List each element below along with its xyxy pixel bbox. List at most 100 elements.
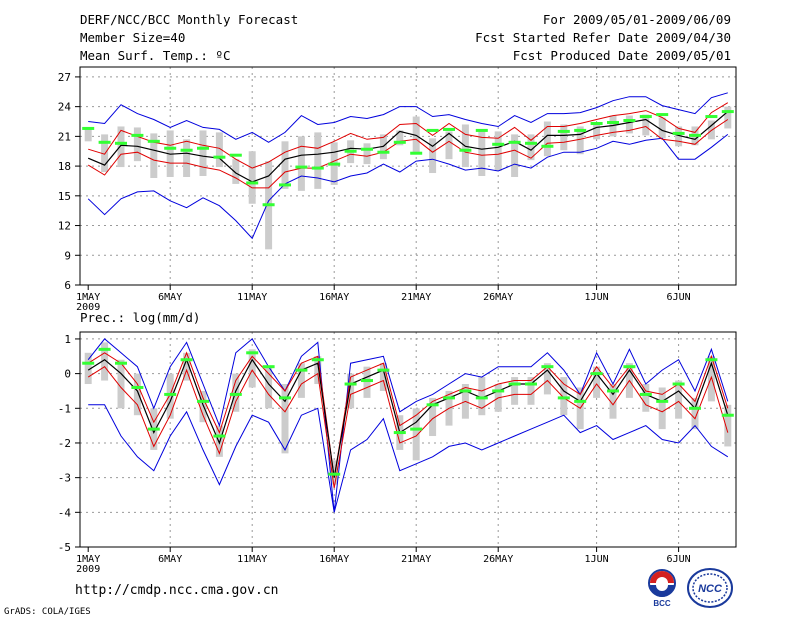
prec-ytick-label: -3 [58, 472, 71, 485]
temp-observed-marker [541, 144, 554, 148]
temp-xtick-label: 26MAY [483, 292, 513, 303]
prec-observed-marker [557, 396, 570, 400]
prec-observed-marker [541, 365, 554, 369]
prec-observed-marker [492, 389, 505, 393]
prec-ensemble-bar [560, 377, 568, 416]
prec-observed-marker [131, 385, 144, 389]
source-url[interactable]: http://cmdp.ncc.cma.gov.cn [75, 583, 279, 598]
temp-observed-marker [672, 131, 685, 135]
temp-xtick-label: 21MAY [401, 292, 431, 303]
temp-ensemble-min-line [87, 134, 729, 240]
temp-ensemble-bar [281, 141, 289, 189]
prec-observed-marker [443, 396, 455, 400]
temp-ensemble-bar [215, 132, 223, 168]
prec-ensemble-bar [281, 384, 289, 454]
temp-ensemble-bar [232, 159, 240, 184]
temp-observed-marker [623, 119, 636, 123]
temp-observed-marker [377, 150, 390, 154]
temp-ytick-label: 9 [64, 249, 71, 262]
prec-observed-marker [672, 382, 685, 386]
prec-ensemble-bar [412, 408, 420, 461]
prec-ensemble-bar [724, 404, 732, 447]
temp-observed-marker [344, 149, 357, 153]
prec-ensemble-bar [609, 384, 617, 419]
temp-ensemble-bar [183, 139, 191, 177]
prec-ensemble-bar [543, 363, 551, 395]
prec-observed-marker [344, 382, 357, 386]
prec-observed-marker [525, 382, 537, 386]
temp-observed-marker [311, 166, 324, 170]
ncc-logo: NCC [687, 568, 733, 608]
prec-ensemble-bar [117, 359, 125, 409]
prec-ensemble-bar [199, 390, 207, 423]
prec-observed-marker [475, 396, 488, 400]
prec-ytick-label: -2 [58, 437, 71, 450]
temp-observed-marker [361, 147, 373, 151]
prec-observed-marker [393, 431, 406, 435]
temp-observed-marker [393, 140, 406, 144]
temp-ensemble-bar [150, 133, 158, 178]
temp-ensemble-bar [314, 132, 322, 189]
prec-ensemble-bar [347, 373, 355, 409]
prec-ytick-label: 0 [64, 368, 71, 381]
prec-ensemble-bar [183, 352, 191, 381]
temp-observed-marker [508, 140, 521, 144]
temp-ensemble-bar [576, 126, 584, 155]
prec-observed-marker [229, 392, 242, 396]
prec-observed-marker [180, 358, 193, 362]
refer-date: Fcst Started Refer Date 2009/04/30 [475, 30, 731, 45]
prec-observed-marker [689, 406, 701, 410]
prec-xtick-label: 16MAY [319, 554, 349, 565]
temp-observed-marker [525, 141, 537, 145]
temp-observed-marker [82, 126, 95, 130]
prec-observed-marker [115, 361, 127, 365]
prec-observed-marker [82, 361, 95, 365]
prec-ensemble-bar [101, 342, 109, 381]
prec-spread-lower-line [87, 366, 729, 489]
produced-date: Fcst Produced Date 2009/05/01 [512, 48, 731, 63]
prec-observed-marker [656, 399, 669, 403]
prec-observed-marker [197, 399, 209, 403]
temp-observed-marker [279, 183, 291, 187]
temp-frame [79, 66, 737, 286]
prec-ensemble-min-line [88, 404, 729, 513]
temp-ensemble-bar [248, 151, 256, 204]
temp-ensemble-mean-line [87, 111, 729, 183]
prec-observed-marker [164, 392, 177, 396]
prec-ensemble-bar [248, 349, 256, 388]
prec-xtick-year: 2009 [76, 564, 100, 575]
temp-observed-marker [426, 128, 439, 132]
temp-ensemble-bar [297, 136, 305, 191]
prec-xtick-label: 6JUN [667, 554, 691, 565]
temp-ensemble-bar [396, 130, 404, 146]
prec-observed-marker [377, 368, 390, 372]
temp-observed-marker [721, 110, 734, 114]
temp-ensemble-bar [494, 131, 502, 172]
prec-observed-marker [262, 365, 275, 369]
prec-ensemble-bar [363, 366, 371, 398]
temp-observed-marker [443, 127, 455, 131]
prec-ensemble-bar [133, 373, 141, 416]
temp-ensemble-bar [543, 121, 551, 157]
temp-ensemble-bar [675, 126, 683, 147]
bcc-logo-text: BCC [653, 599, 671, 608]
prec-observed-marker [590, 372, 603, 376]
prec-ensemble-bar [429, 397, 437, 437]
temp-ytick-label: 18 [58, 160, 71, 173]
temp-observed-marker [410, 151, 423, 155]
prec-observed-marker [574, 399, 587, 403]
prec-ensemble-bar [265, 366, 273, 409]
prec-frame [79, 331, 737, 548]
temp-observed-marker [197, 146, 209, 150]
temp-observed-marker [656, 113, 669, 117]
variable-label: Mean Surf. Temp.: ºC [80, 48, 231, 63]
prec-ensemble-bar [675, 380, 683, 419]
bcc-logo: BCC [648, 569, 676, 608]
temp-ytick-label: 6 [64, 279, 71, 292]
temp-ensemble-bar [199, 130, 207, 176]
temp-xtick-label: 1MAY [76, 292, 100, 303]
temp-observed-marker [689, 133, 701, 137]
temp-ensemble-bar [117, 126, 125, 168]
prec-xtick-label: 21MAY [401, 554, 431, 565]
